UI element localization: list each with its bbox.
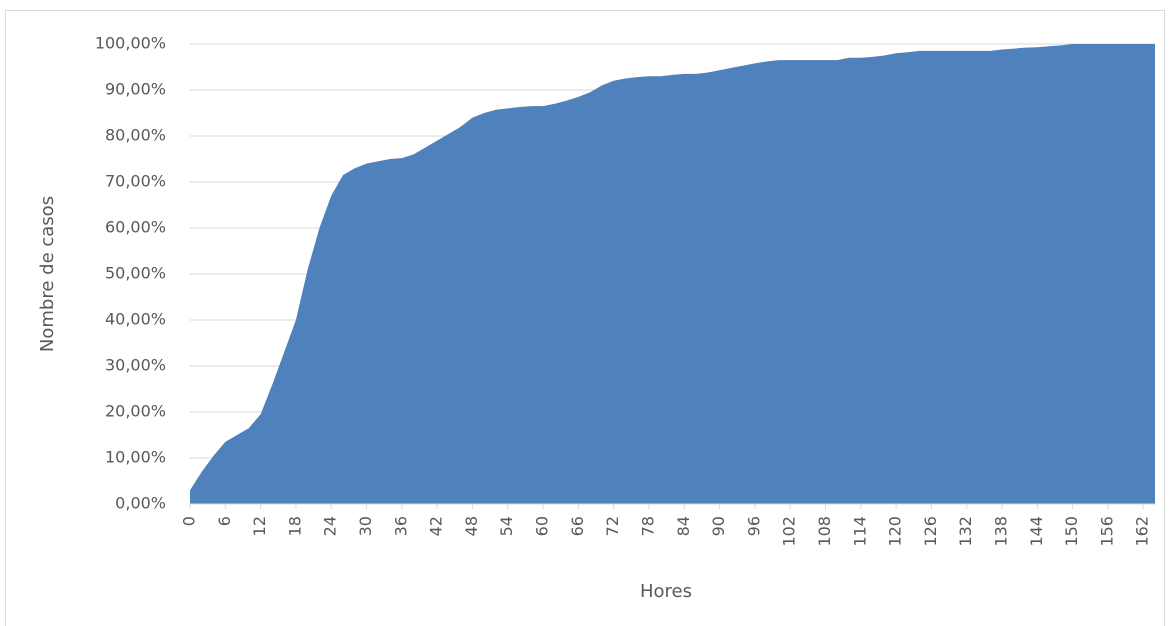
y-tick-label: 20,00% — [105, 402, 166, 421]
x-axis-title: Hores — [640, 581, 692, 602]
x-tick-label: 138 — [992, 516, 1011, 547]
x-tick-label: 144 — [1027, 516, 1046, 547]
x-tick-label: 150 — [1062, 516, 1081, 547]
x-tick-label: 90 — [709, 516, 728, 536]
x-tick-label: 36 — [391, 516, 410, 536]
y-tick-label: 30,00% — [105, 356, 166, 375]
y-tick-label: 50,00% — [105, 264, 166, 283]
x-tick-label: 60 — [533, 516, 552, 536]
x-tick-label: 120 — [886, 516, 905, 547]
y-tick-label: 10,00% — [105, 448, 166, 467]
x-tick-label: 96 — [744, 516, 763, 536]
y-tick-label: 80,00% — [105, 126, 166, 145]
x-tick-label: 72 — [603, 516, 622, 536]
x-tick-label: 30 — [356, 516, 375, 536]
y-axis-title: Nombre de casos — [37, 196, 58, 352]
x-tick-label: 108 — [815, 516, 834, 547]
x-tick-label: 162 — [1133, 516, 1152, 547]
x-tick-label: 102 — [780, 516, 799, 547]
x-tick-label: 6 — [215, 516, 234, 526]
y-tick-label: 70,00% — [105, 172, 166, 191]
y-tick-label: 0,00% — [115, 494, 166, 513]
x-tick-label: 132 — [956, 516, 975, 547]
y-tick-label: 60,00% — [105, 218, 166, 237]
chart-frame — [5, 10, 1165, 626]
x-tick-label: 0 — [180, 516, 199, 526]
x-tick-label: 12 — [250, 516, 269, 536]
x-tick-label: 156 — [1097, 516, 1116, 547]
x-tick-label: 66 — [568, 516, 587, 536]
x-tick-label: 42 — [427, 516, 446, 536]
x-tick-label: 126 — [921, 516, 940, 547]
x-tick-label: 18 — [285, 516, 304, 536]
x-tick-label: 54 — [497, 516, 516, 536]
y-tick-label: 90,00% — [105, 80, 166, 99]
x-tick-label: 78 — [638, 516, 657, 536]
x-tick-label: 24 — [321, 516, 340, 536]
y-tick-label: 40,00% — [105, 310, 166, 329]
y-tick-label: 100,00% — [95, 34, 166, 53]
x-tick-label: 84 — [674, 516, 693, 536]
area — [190, 44, 1155, 504]
x-tick-label: 48 — [462, 516, 481, 536]
x-tick-label: 114 — [850, 516, 869, 547]
